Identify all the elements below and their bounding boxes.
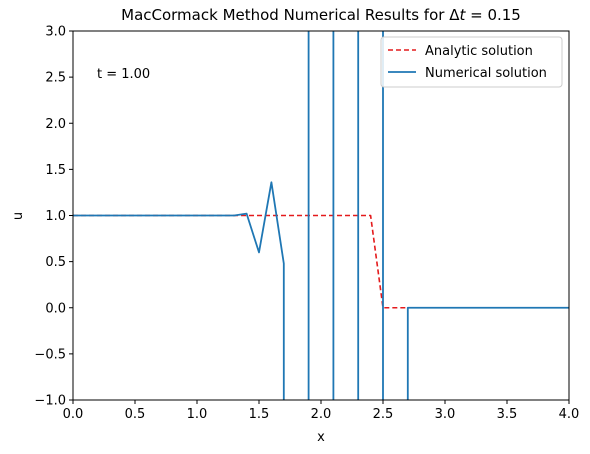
x-tick-label: 0.0 [63,407,84,422]
x-tick-label: 2.0 [311,407,332,422]
x-tick-label: 3.5 [497,407,518,422]
y-tick-label: 2.0 [45,117,66,132]
legend: Analytic solution Numerical solution [380,36,563,88]
x-axis-label: x [317,430,325,445]
y-tick-label: 0.5 [45,255,66,270]
y-tick-label: 1.5 [45,163,66,178]
x-tick-label: 4.0 [559,407,580,422]
plot-series-layer [73,31,569,400]
legend-analytic-label: Analytic solution [425,44,533,59]
y-tick-label: 2.5 [45,71,66,86]
x-tick-label: 2.5 [373,407,394,422]
numerical-solution-line [73,31,569,400]
y-axis-label: u [11,212,26,220]
y-tick-label: 1.0 [45,209,66,224]
y-tick-label: −1.0 [34,394,66,409]
legend-box [380,36,563,88]
chart-title: MacCormack Method Numerical Results for … [121,6,521,24]
x-tick-label: 1.5 [249,407,270,422]
x-tick-label: 1.0 [187,407,208,422]
y-tick-label: −0.5 [34,347,66,362]
x-tick-label: 0.5 [125,407,146,422]
x-tick-label: 3.0 [435,407,456,422]
legend-numerical-label: Numerical solution [425,66,547,81]
y-tick-label: 3.0 [45,25,66,40]
y-tick-label: 0.0 [45,301,66,316]
time-annotation: t = 1.00 [97,67,150,82]
x-axis-ticks: 0.0 0.5 1.0 1.5 2.0 2.5 3.0 3.5 4.0 [63,400,580,422]
y-axis-ticks: −1.0 −0.5 0.0 0.5 1.0 1.5 2.0 2.5 3.0 [34,25,73,409]
analytic-solution-line [73,214,569,309]
